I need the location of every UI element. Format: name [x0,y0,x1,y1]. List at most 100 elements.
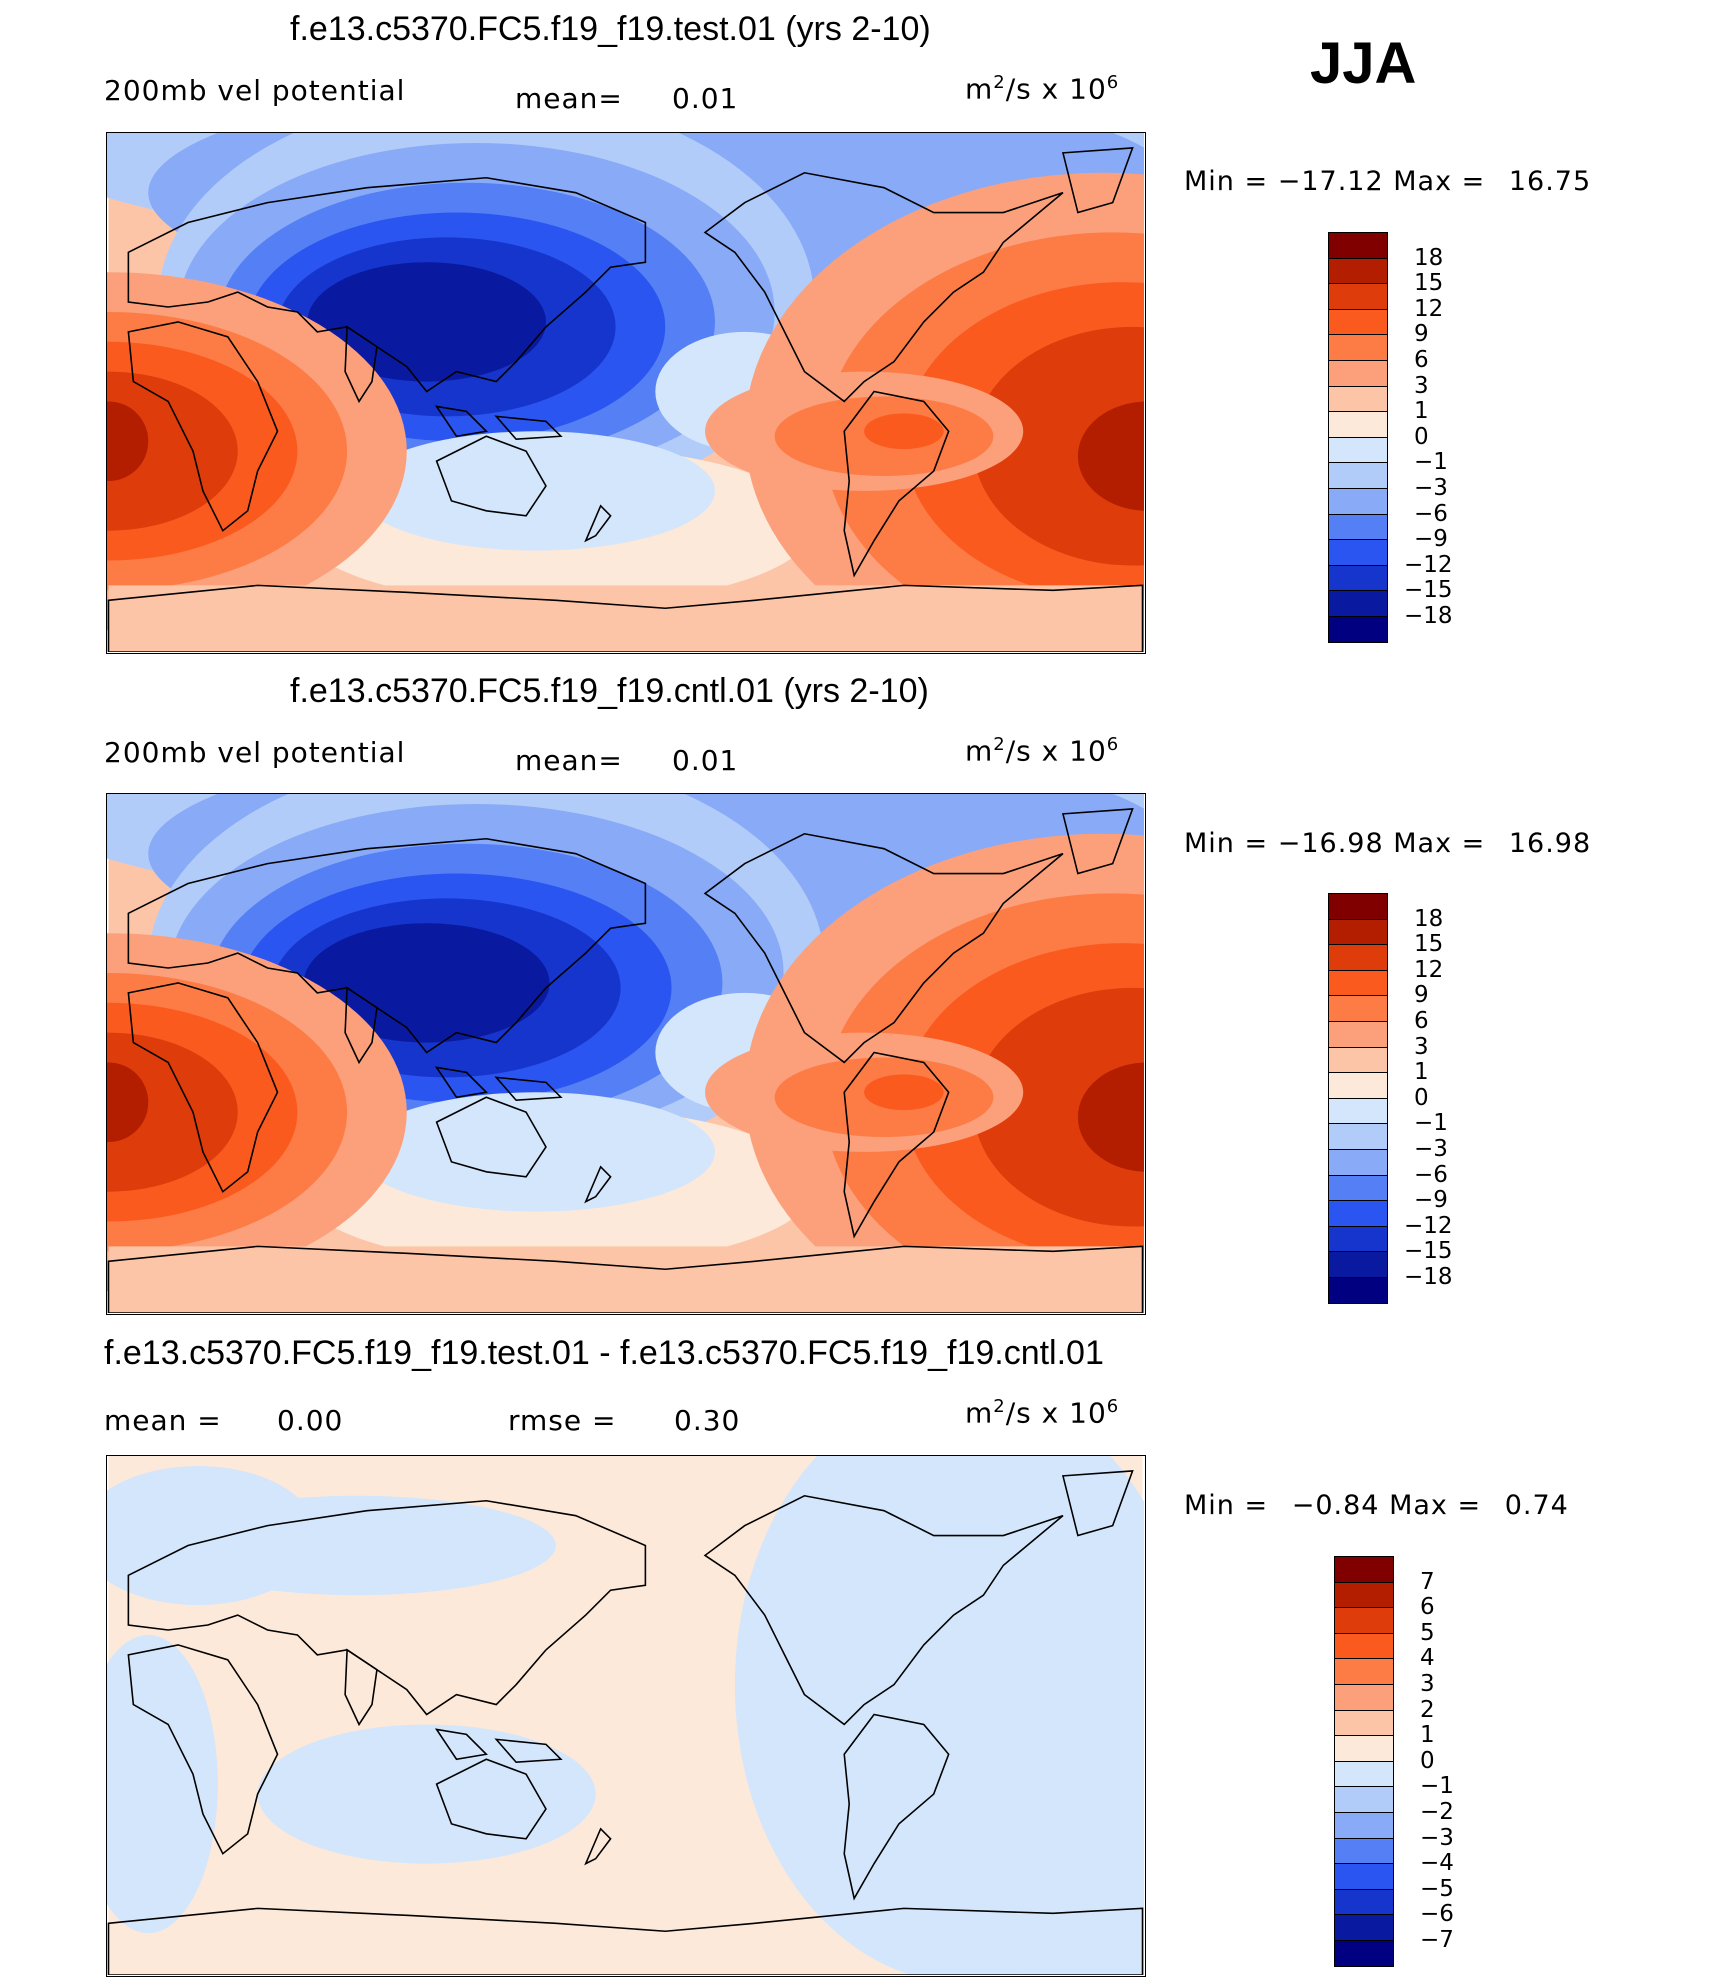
panel3-map [106,1455,1146,1977]
colorbar-swatch [1328,283,1388,310]
colorbar-tick-label: 6 [1420,1594,1435,1621]
colorbar-swatch [1334,1914,1394,1941]
colorbar-tick-label: 18 [1414,905,1444,932]
panel3-rmse-label: rmse = [508,1404,617,1437]
colorbar-tick-label: 6 [1414,347,1429,373]
field-contour [864,1074,944,1111]
colorbar-tick-label: −7 [1420,1927,1454,1953]
field-contour [1077,401,1144,511]
coastline [435,1096,547,1178]
colorbar-tick-label: 0 [1414,423,1429,450]
field-contour [973,326,1144,566]
colorbar-tick-label: 12 [1414,295,1444,322]
season-label: JJA [1310,31,1417,96]
colorbar-swatch [1328,1149,1388,1176]
panel3-rmse-value: 0.30 [674,1404,741,1437]
panel2-units: m2/s x 106 [965,734,1120,768]
colorbar-swatch [1328,334,1388,361]
coastline [127,176,647,393]
field-contour [107,401,149,481]
colorbar-tick-label: −12 [1404,1212,1453,1239]
coastline [1061,808,1134,875]
colorbar-tick-label: 15 [1414,270,1444,297]
colorbar-swatch [1328,488,1388,515]
colorbar-tick-label: −18 [1404,603,1453,629]
colorbar-swatch [1328,1046,1388,1074]
field-contour [107,1032,238,1192]
panel3-title: f.e13.c5370.FC5.f19_f19.test.01 - f.e13.… [104,1334,1104,1372]
colorbar-swatch [1328,893,1388,920]
field-contour [257,1724,596,1864]
field-contour [108,1246,1143,1313]
colorbar-tick-label: −3 [1414,475,1448,501]
colorbar-swatch [1328,969,1388,997]
colorbar-tick-label: −9 [1414,526,1448,553]
panel2-map [106,793,1146,1315]
coastline [107,1245,1144,1313]
colorbar-tick-label: 1 [1414,398,1429,425]
colorbar-tick-label: −12 [1404,551,1453,578]
colorbar-tick-label: −3 [1414,1136,1448,1162]
coastline [703,1494,1064,1726]
field-contour [107,1635,218,1934]
colorbar-tick-label: 7 [1420,1568,1435,1595]
colorbar-tick-label: −15 [1404,1238,1453,1265]
colorbar-swatch [1334,1684,1394,1711]
colorbar-tick-label: 5 [1420,1619,1435,1646]
colorbar-tick-label: −9 [1414,1187,1448,1214]
colorbar-tick-label: −4 [1420,1850,1454,1877]
coastline [344,986,378,1065]
colorbar-swatch [1328,1072,1388,1099]
colorbar-swatch [1328,1097,1388,1125]
colorbar-swatch [1328,944,1388,971]
colorbar-swatch [1328,232,1388,259]
field-contour [107,1062,149,1142]
coastline [107,1907,1144,1975]
colorbar-swatch [1334,1863,1394,1890]
colorbar-swatch [1328,1123,1388,1150]
field-contour [864,413,944,450]
colorbar-swatch [1334,1786,1394,1813]
coastline [494,1076,563,1102]
field-contour [973,987,1144,1227]
field-contour [108,585,1143,652]
colorbar-swatch [1334,1735,1394,1762]
coastline [703,832,1064,1064]
coastline [435,1758,547,1840]
coastline [434,1066,488,1099]
colorbar-swatch [1328,385,1388,413]
colorbar-swatch [1328,411,1388,438]
field-contour [307,262,546,382]
panel3-mean-label: mean = [104,1404,222,1437]
colorbar-tick-label: −6 [1420,1901,1454,1928]
coastline [344,325,378,404]
colorbar-tick-label: −3 [1420,1824,1454,1851]
panel1-mean-value: 0.01 [672,82,739,115]
panel2-title: f.e13.c5370.FC5.f19_f19.cntl.01 (yrs 2-1… [290,672,929,710]
coastline [434,405,488,438]
colorbar-swatch [1328,436,1388,464]
colorbar-tick-label: −18 [1404,1264,1453,1290]
colorbar-tick-label: −6 [1414,500,1448,527]
panel3-units: m2/s x 106 [965,1396,1120,1430]
field-contour [357,431,715,551]
colorbar-swatch [1334,1632,1394,1660]
colorbar-tick-label: 0 [1414,1084,1429,1111]
coastline [843,390,950,578]
colorbar-tick-label: −15 [1404,577,1453,604]
colorbar-swatch [1334,1940,1394,1967]
panel3-mean-value: 0.00 [277,1404,344,1437]
colorbar-tick-label: 18 [1414,244,1444,271]
colorbar-swatch [1334,1658,1394,1685]
colorbar-tick-label: 12 [1414,956,1444,983]
colorbar-swatch [1334,1888,1394,1916]
colorbar-swatch [1328,539,1388,566]
colorbar-swatch [1328,257,1388,285]
coastline [1061,1470,1134,1537]
colorbar-swatch [1334,1556,1394,1583]
coastline [494,415,563,441]
coastline [107,584,1144,652]
colorbar-swatch [1328,1277,1388,1304]
colorbar-swatch [1328,513,1388,541]
panel1-mean-label: mean= [515,82,623,115]
